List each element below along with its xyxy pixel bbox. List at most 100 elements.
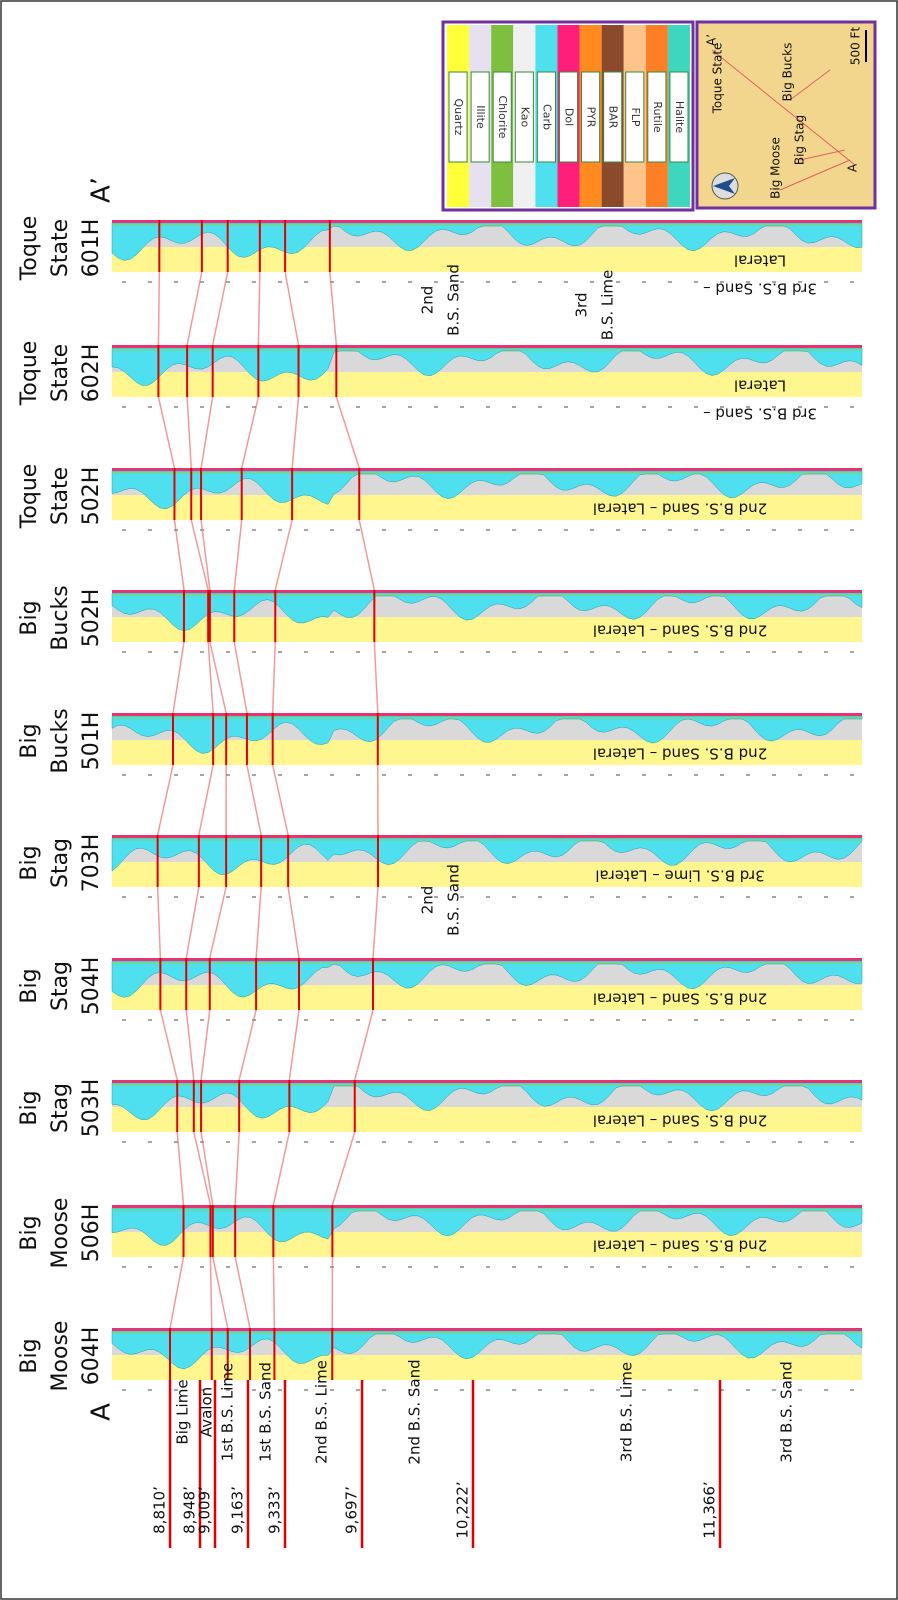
correlation-line bbox=[255, 886, 262, 959]
map-scale: 500 Ft bbox=[849, 27, 863, 66]
correlation-line bbox=[198, 764, 214, 836]
top-depth: 11,366’ bbox=[701, 1481, 719, 1538]
well-yellow bbox=[112, 1107, 862, 1132]
correlation-line bbox=[274, 519, 293, 591]
well-name: Stag bbox=[48, 1083, 73, 1133]
correlation-line bbox=[372, 886, 379, 959]
correlation-line bbox=[156, 886, 162, 959]
top-depth: 9,697’ bbox=[343, 1486, 361, 1534]
lateral-label: 2nd B.S. Sand – Lateral bbox=[593, 622, 767, 640]
correlation-line bbox=[200, 1009, 211, 1081]
lateral-label: Lateral bbox=[734, 252, 786, 270]
well-name: State bbox=[48, 344, 73, 402]
well-name: 502H bbox=[79, 589, 104, 648]
well-name: Bucks bbox=[48, 708, 73, 773]
end-label: A’ bbox=[87, 177, 117, 203]
lateral-label: Lateral bbox=[734, 377, 786, 395]
start-label: A bbox=[87, 1403, 117, 1421]
map-label: Big Bucks bbox=[781, 43, 795, 102]
lateral-label: 2nd B.S. Sand – Lateral bbox=[593, 500, 767, 518]
correlation-line bbox=[288, 1009, 300, 1081]
top-depth: 9,163’ bbox=[229, 1486, 247, 1534]
well-yellow bbox=[112, 1355, 862, 1380]
correlation-line bbox=[185, 1009, 195, 1081]
legend-box bbox=[625, 71, 645, 163]
annotation: 2nd bbox=[419, 886, 437, 915]
correlation-line bbox=[159, 1009, 178, 1081]
correlation-line bbox=[233, 519, 243, 591]
correlation-line bbox=[200, 519, 211, 591]
top-name: 1st B.S. Lime bbox=[219, 1363, 237, 1462]
map-label: A’ bbox=[705, 34, 719, 46]
north-arrow-head bbox=[713, 178, 735, 194]
well-name: Big bbox=[17, 600, 42, 635]
well-name: Big bbox=[17, 1338, 42, 1373]
well-cyan bbox=[111, 470, 863, 510]
well-name: Toque bbox=[17, 464, 42, 530]
well-name: Bucks bbox=[48, 585, 73, 650]
well-path bbox=[799, 149, 846, 161]
well-name: Big bbox=[17, 723, 42, 758]
top-depth: 8,948’ bbox=[181, 1486, 199, 1534]
correlation-line bbox=[200, 396, 214, 469]
well-name: 503H bbox=[79, 1079, 104, 1138]
legend-box bbox=[669, 71, 689, 163]
map-lines bbox=[711, 49, 856, 191]
correlation-line bbox=[172, 641, 185, 714]
well-cyan bbox=[111, 1207, 863, 1246]
legend-label: FLP bbox=[629, 107, 642, 126]
correlation-line bbox=[335, 396, 360, 469]
correlation-line bbox=[186, 271, 203, 346]
well-top-band bbox=[112, 590, 862, 593]
legend-box bbox=[558, 71, 579, 163]
correlation-line bbox=[329, 271, 338, 346]
legend-label: Dol bbox=[563, 108, 576, 126]
well-name: 601H bbox=[79, 219, 104, 278]
correlation-line bbox=[246, 764, 262, 836]
top-name: Avalon bbox=[198, 1387, 216, 1437]
map-label: A bbox=[846, 163, 860, 172]
well-top-band bbox=[112, 1328, 862, 1331]
top-depth: 8,810’ bbox=[151, 1486, 169, 1534]
lateral-label: 2nd B.S. Sand – Lateral bbox=[593, 990, 767, 1008]
top-name: Big Lime bbox=[174, 1379, 192, 1444]
correlation-line bbox=[176, 1131, 185, 1206]
top-name: 3rd B.S. Sand bbox=[778, 1361, 796, 1463]
correlation-line bbox=[185, 886, 200, 959]
well-name: 501H bbox=[79, 712, 104, 771]
legend-box bbox=[581, 71, 601, 163]
well-top-band bbox=[112, 958, 862, 961]
correlation-line bbox=[271, 641, 277, 714]
correlation-line bbox=[331, 1131, 356, 1206]
correlation-line bbox=[193, 1131, 212, 1206]
top-name: 1st B.S. Sand bbox=[257, 1362, 275, 1462]
annotation: 3rd bbox=[573, 293, 591, 318]
well-top-band bbox=[112, 1205, 862, 1208]
well-name: Toque bbox=[17, 216, 42, 282]
well-name: State bbox=[48, 467, 73, 525]
lateral-label: 2nd B.S. Sand – Lateral bbox=[593, 745, 767, 763]
legend-label: Chlorite bbox=[496, 95, 509, 138]
well-cyan bbox=[111, 222, 863, 261]
correlation-line bbox=[373, 641, 379, 714]
well-top-band bbox=[112, 345, 862, 348]
lateral-label: 3rd B.S. Sand – bbox=[703, 405, 817, 423]
correlation-line bbox=[257, 271, 261, 346]
well-name: 703H bbox=[79, 834, 104, 893]
map-label: Big Moose bbox=[769, 137, 783, 199]
well-path bbox=[779, 159, 851, 191]
map-label: Toque State bbox=[711, 43, 725, 115]
lateral-label: 2nd B.S. Sand – Lateral bbox=[593, 1237, 767, 1255]
annotation: B.S. Lime bbox=[599, 270, 617, 340]
correlation-line bbox=[169, 1256, 185, 1329]
correlation-line bbox=[209, 641, 227, 714]
section-line bbox=[711, 49, 856, 166]
top-name: 3rd B.S. Lime bbox=[618, 1362, 636, 1462]
legend-box bbox=[536, 71, 556, 163]
legend-label: Illite bbox=[474, 105, 487, 129]
well-name: State bbox=[48, 219, 73, 277]
correlation-line bbox=[284, 271, 300, 346]
well-top-band bbox=[112, 1080, 862, 1083]
correlation-line bbox=[186, 396, 192, 469]
legend-label: Rutile bbox=[651, 101, 664, 133]
